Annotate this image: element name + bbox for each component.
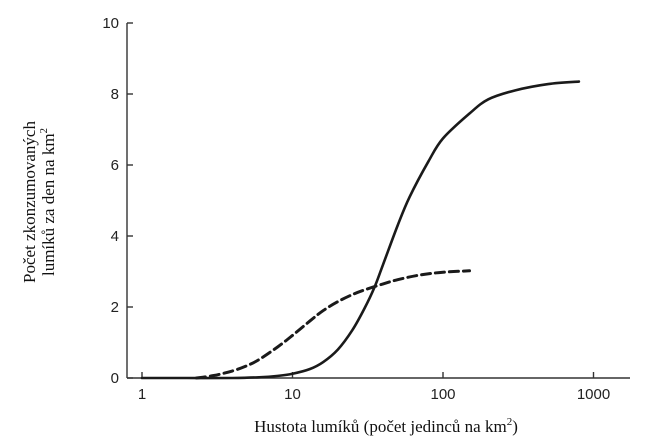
y-tick-label: 2	[111, 299, 119, 316]
series-line-solid	[140, 80, 581, 380]
y-tick-label: 8	[111, 86, 119, 103]
x-tick-label: 100	[430, 386, 455, 403]
x-axis-title: Hustota lumíků (počet jedinců na km2)	[254, 416, 518, 436]
y-axis-title-line2: lumíků za den na km2	[38, 128, 58, 276]
y-tick-label: 4	[111, 228, 119, 245]
x-ticks: 1 10 100 1000	[138, 372, 610, 403]
y-ticks: 0 2 4 6 8 10	[102, 15, 133, 387]
axes	[126, 23, 630, 379]
series-line-dashed	[194, 269, 471, 380]
x-axis-title-end: )	[512, 417, 518, 436]
y-axis-title-line2-main: lumíků za den na km	[39, 133, 58, 276]
y-axis-title-line1: Počet zkonzumovaných	[20, 121, 39, 283]
x-axis-title-main: Hustota lumíků (počet jedinců na km	[254, 417, 507, 436]
y-tick-label: 6	[111, 157, 119, 174]
y-axis-title-line2-sup: 2	[38, 128, 50, 134]
x-tick-label: 1000	[577, 386, 610, 403]
y-tick-label: 0	[111, 370, 119, 387]
series-group	[140, 80, 581, 380]
x-tick-label: 10	[284, 386, 301, 403]
x-axis-title-sup: 2	[507, 416, 513, 428]
y-tick-label: 10	[102, 15, 119, 32]
x-tick-label: 1	[138, 386, 146, 403]
